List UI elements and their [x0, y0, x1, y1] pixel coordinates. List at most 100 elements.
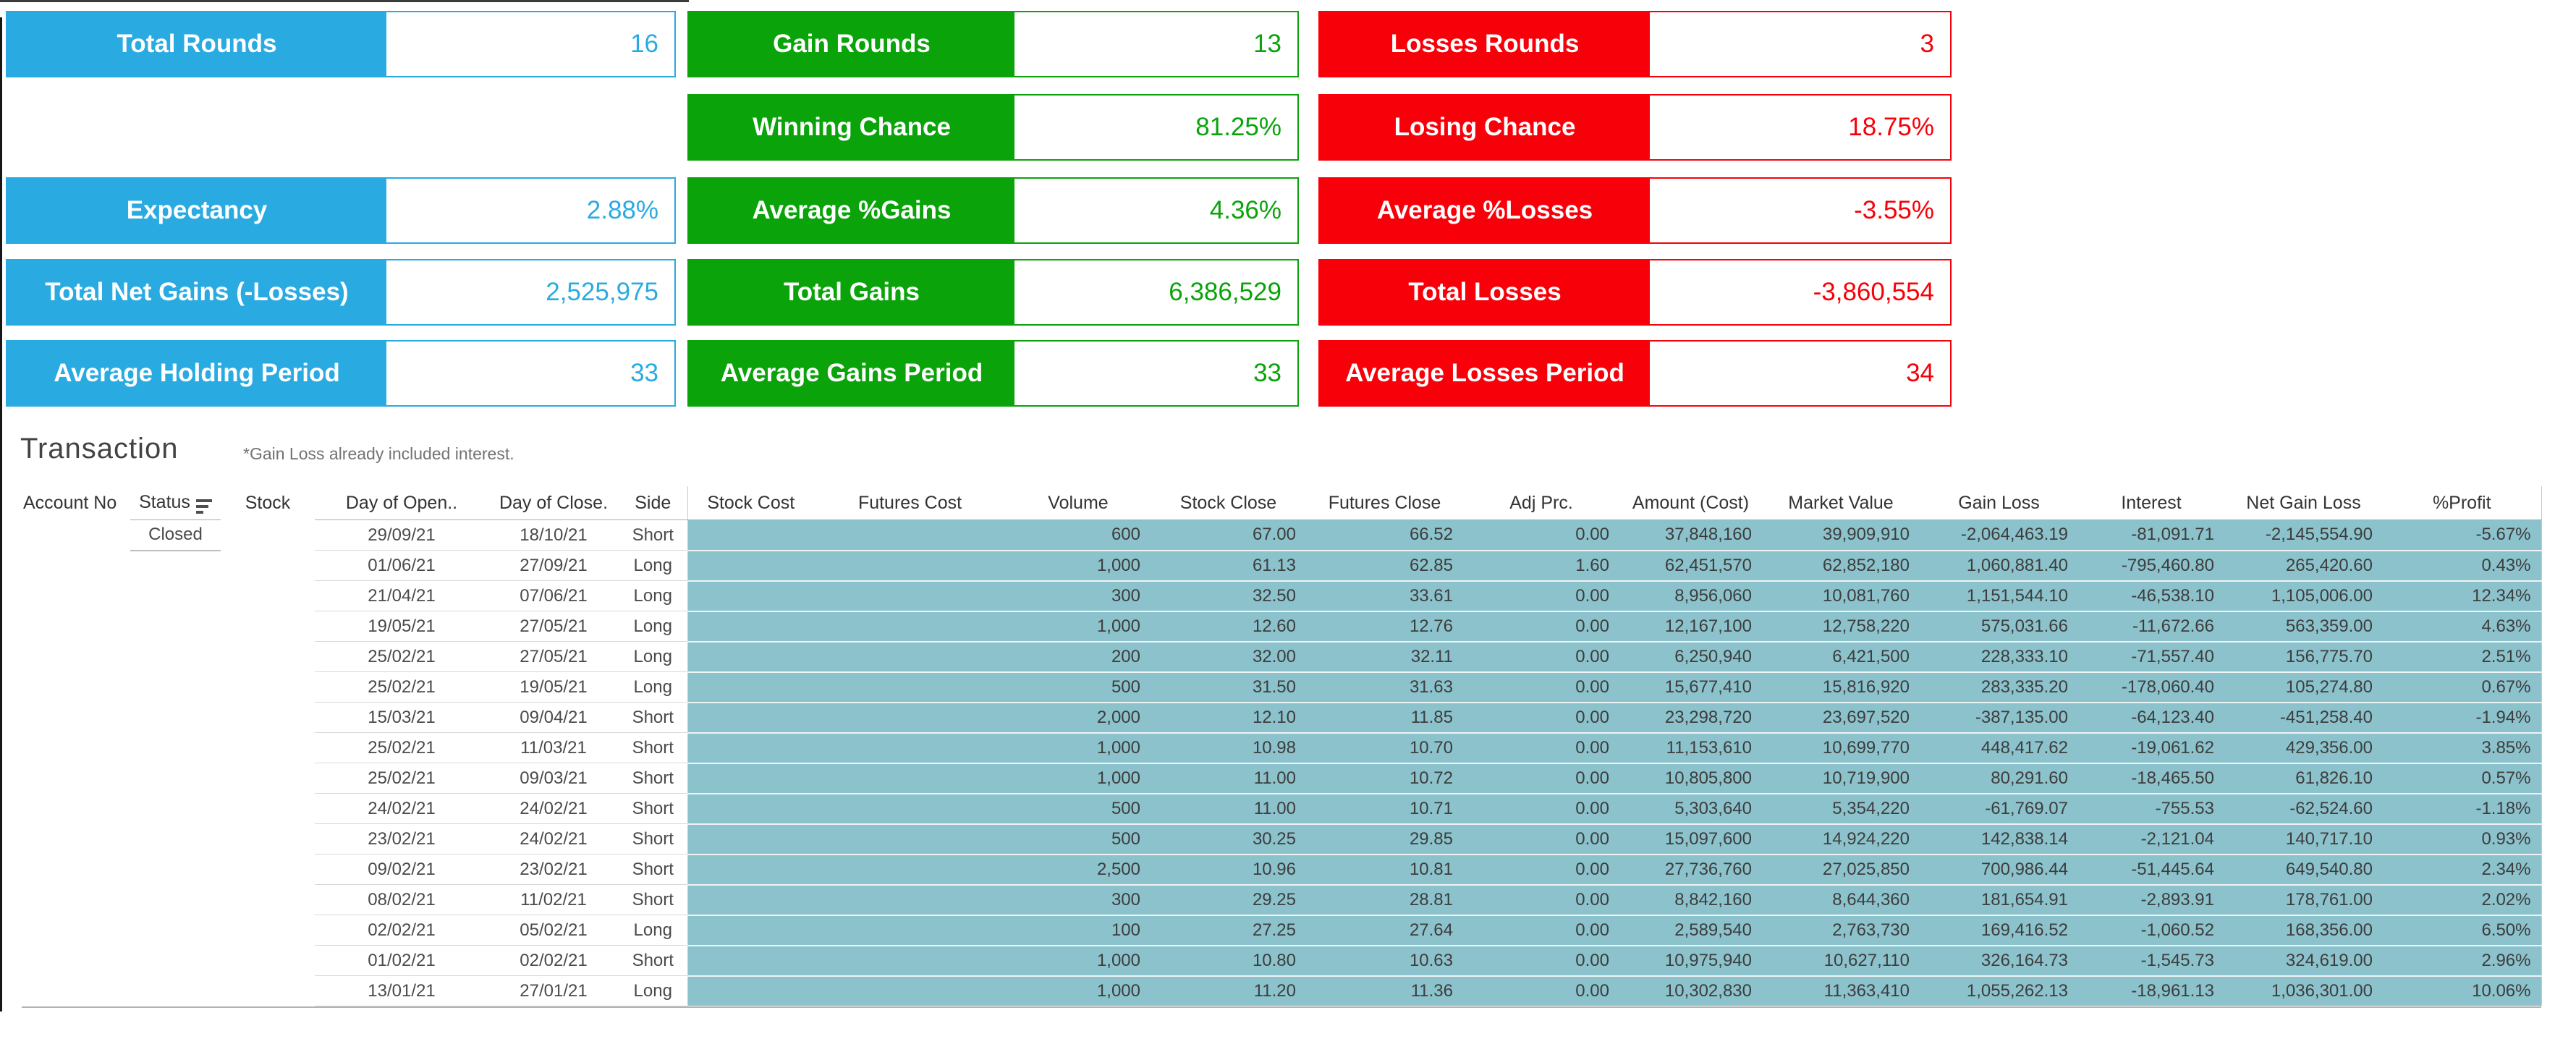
cell-futures-cost[interactable] [814, 884, 1006, 916]
cell-adj-prc[interactable]: 0.00 [1463, 611, 1619, 643]
cell-gain-loss[interactable]: 1,060,881.40 [1920, 550, 2078, 582]
cell-profit-pct[interactable]: 12.34% [2383, 580, 2542, 612]
cell-interest[interactable]: -71,557.40 [2078, 641, 2224, 673]
column-header-stock-cost[interactable]: Stock Cost [687, 486, 814, 520]
column-header-profit-pct[interactable]: %Profit [2383, 486, 2542, 520]
cell-gain-loss[interactable]: 169,416.52 [1920, 915, 2078, 946]
cell-stock-close[interactable]: 32.00 [1151, 641, 1306, 673]
cell-net-gain-loss[interactable]: 140,717.10 [2224, 823, 2383, 855]
cell-side[interactable]: Long [619, 671, 687, 703]
cell-day-close[interactable]: 27/05/21 [488, 641, 619, 672]
table-row[interactable]: 21/04/21 07/06/21 Long 300 32.50 33.61 0.00 8,9… [22, 580, 2542, 612]
cell-stock-close[interactable]: 10.98 [1151, 732, 1306, 764]
cell-day-open[interactable]: 25/02/21 [315, 671, 488, 703]
cell-amount-cost[interactable]: 15,097,600 [1619, 823, 1762, 855]
cell-day-open[interactable]: 02/02/21 [315, 915, 488, 946]
table-row[interactable]: 13/01/21 27/01/21 Long 1,000 11.20 11.36 0.00 1… [22, 975, 2542, 1007]
cell-futures-cost[interactable] [814, 823, 1006, 855]
cell-stock-cost[interactable] [687, 611, 814, 643]
cell-day-close[interactable]: 05/02/21 [488, 915, 619, 946]
cell-futures-cost[interactable] [814, 611, 1006, 643]
cell-futures-close[interactable]: 10.70 [1306, 732, 1463, 764]
column-header-status[interactable]: Status [130, 486, 221, 520]
cell-net-gain-loss[interactable]: 265,420.60 [2224, 550, 2383, 582]
cell-status[interactable] [130, 824, 221, 854]
table-row[interactable]: 25/02/21 09/03/21 Short 1,000 11.00 10.72 0.00… [22, 763, 2542, 794]
cell-volume[interactable]: 500 [1006, 823, 1151, 855]
cell-day-close[interactable]: 24/02/21 [488, 823, 619, 854]
cell-stock-cost[interactable] [687, 580, 814, 612]
column-header-stock[interactable]: Stock [221, 486, 315, 520]
cell-side[interactable]: Short [619, 702, 687, 733]
cell-futures-close[interactable]: 10.71 [1306, 793, 1463, 825]
cell-net-gain-loss[interactable]: 178,761.00 [2224, 884, 2383, 916]
cell-side[interactable]: Long [619, 580, 687, 611]
cell-day-open[interactable]: 29/09/21 [315, 520, 488, 551]
cell-volume[interactable]: 1,000 [1006, 550, 1151, 582]
cell-profit-pct[interactable]: -5.67% [2383, 520, 2542, 551]
cell-net-gain-loss[interactable]: -62,524.60 [2224, 793, 2383, 825]
cell-volume[interactable]: 200 [1006, 641, 1151, 673]
cell-day-open[interactable]: 24/02/21 [315, 793, 488, 824]
cell-stock-close[interactable]: 27.25 [1151, 915, 1306, 946]
cell-stock-cost[interactable] [687, 854, 814, 886]
cell-gain-loss[interactable]: 228,333.10 [1920, 641, 2078, 673]
cell-day-open[interactable]: 09/02/21 [315, 854, 488, 885]
cell-gain-loss[interactable]: 575,031.66 [1920, 611, 2078, 643]
cell-adj-prc[interactable]: 0.00 [1463, 945, 1619, 977]
cell-amount-cost[interactable]: 10,975,940 [1619, 945, 1762, 977]
cell-day-close[interactable]: 27/09/21 [488, 550, 619, 581]
cell-market-value[interactable]: 12,758,220 [1762, 611, 1920, 643]
cell-amount-cost[interactable]: 10,302,830 [1619, 975, 1762, 1007]
cell-stock-cost[interactable] [687, 641, 814, 673]
cell-amount-cost[interactable]: 15,677,410 [1619, 671, 1762, 703]
cell-status[interactable] [130, 854, 221, 885]
cell-day-open[interactable]: 13/01/21 [315, 975, 488, 1006]
cell-profit-pct[interactable]: 3.85% [2383, 732, 2542, 764]
cell-net-gain-loss[interactable]: -451,258.40 [2224, 702, 2383, 734]
cell-side[interactable]: Short [619, 854, 687, 885]
cell-day-close[interactable]: 27/01/21 [488, 975, 619, 1006]
cell-volume[interactable]: 2,500 [1006, 854, 1151, 886]
cell-profit-pct[interactable]: 0.43% [2383, 550, 2542, 582]
cell-side[interactable]: Short [619, 732, 687, 763]
cell-market-value[interactable]: 11,363,410 [1762, 975, 1920, 1007]
cell-status[interactable] [130, 946, 221, 976]
cell-futures-close[interactable]: 62.85 [1306, 550, 1463, 582]
cell-futures-cost[interactable] [814, 732, 1006, 764]
cell-profit-pct[interactable]: 0.57% [2383, 763, 2542, 794]
cell-volume[interactable]: 500 [1006, 793, 1151, 825]
cell-futures-cost[interactable] [814, 793, 1006, 825]
cell-volume[interactable]: 1,000 [1006, 611, 1151, 643]
cell-futures-close[interactable]: 28.81 [1306, 884, 1463, 916]
table-row[interactable]: 02/02/21 05/02/21 Long 100 27.25 27.64 0.00 2,5… [22, 915, 2542, 946]
table-row[interactable]: 24/02/21 24/02/21 Short 500 11.00 10.71 0.00 5,… [22, 793, 2542, 825]
cell-interest[interactable]: -64,123.40 [2078, 702, 2224, 734]
cell-side[interactable]: Short [619, 945, 687, 976]
cell-futures-close[interactable]: 31.63 [1306, 671, 1463, 703]
cell-status[interactable] [130, 703, 221, 733]
cell-gain-loss[interactable]: -2,064,463.19 [1920, 520, 2078, 551]
cell-side[interactable]: Long [619, 641, 687, 672]
cell-market-value[interactable]: 23,697,520 [1762, 702, 1920, 734]
cell-stock-cost[interactable] [687, 975, 814, 1007]
cell-day-open[interactable]: 19/05/21 [315, 611, 488, 642]
cell-day-open[interactable]: 25/02/21 [315, 732, 488, 763]
cell-net-gain-loss[interactable]: 105,274.80 [2224, 671, 2383, 703]
cell-status[interactable] [130, 672, 221, 703]
cell-gain-loss[interactable]: 181,654.91 [1920, 884, 2078, 916]
cell-stock-cost[interactable] [687, 702, 814, 734]
cell-stock-cost[interactable] [687, 550, 814, 582]
cell-day-close[interactable]: 11/02/21 [488, 884, 619, 915]
cell-profit-pct[interactable]: 6.50% [2383, 915, 2542, 946]
cell-futures-close[interactable]: 10.63 [1306, 945, 1463, 977]
cell-adj-prc[interactable]: 0.00 [1463, 732, 1619, 764]
cell-stock-close[interactable]: 11.20 [1151, 975, 1306, 1007]
cell-stock-close[interactable]: 10.96 [1151, 854, 1306, 886]
cell-gain-loss[interactable]: 326,164.73 [1920, 945, 2078, 977]
cell-status[interactable] [130, 551, 221, 581]
cell-adj-prc[interactable]: 0.00 [1463, 520, 1619, 551]
cell-volume[interactable]: 1,000 [1006, 975, 1151, 1007]
cell-adj-prc[interactable]: 0.00 [1463, 641, 1619, 673]
cell-status[interactable] [130, 915, 221, 946]
